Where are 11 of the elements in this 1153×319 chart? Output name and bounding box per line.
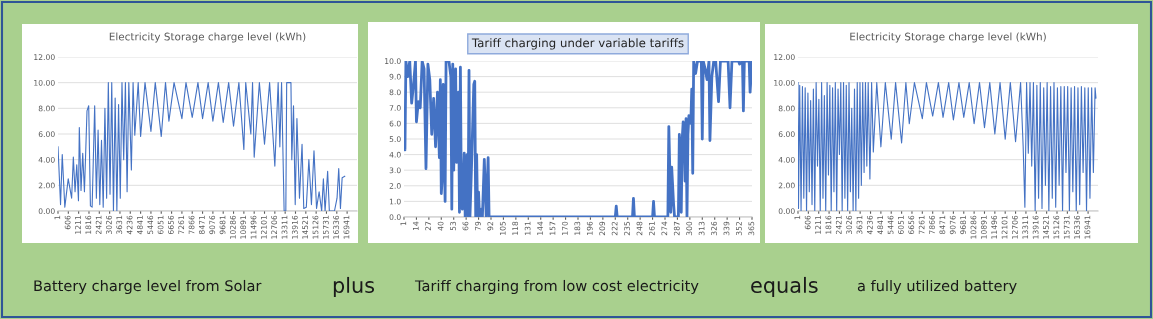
chart-title: Tariff charging under variable tariffs [471, 38, 684, 50]
chart-title: Electricity Storage charge level (kWh) [109, 32, 306, 43]
text: a fully utilized battery [857, 279, 1017, 295]
text: equals [751, 276, 818, 298]
line-series [58, 82, 346, 211]
line-series [404, 61, 752, 217]
text: Battery charge level from Solar [34, 279, 262, 295]
chart-title: Electricity Storage charge level (kWh) [850, 32, 1046, 43]
line-series [798, 82, 1097, 211]
text: plus [333, 276, 375, 298]
text: Tariff charging from low cost electricity [414, 279, 699, 295]
